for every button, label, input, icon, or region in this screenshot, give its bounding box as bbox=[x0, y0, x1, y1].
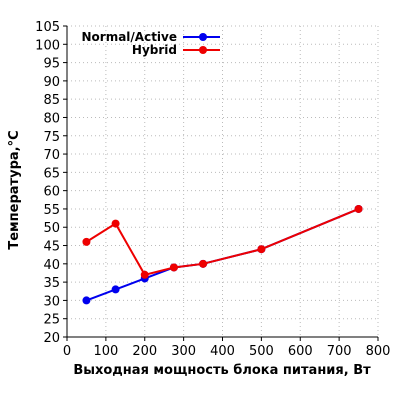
y-tick-label: 80 bbox=[43, 111, 60, 126]
y-tick-label: 35 bbox=[43, 276, 60, 291]
y-tick-label: 20 bbox=[43, 331, 60, 346]
legend-entry: Hybrid bbox=[132, 43, 220, 57]
legend-swatch-marker bbox=[199, 46, 207, 54]
x-axis-title: Выходная мощность блока питания, Вт bbox=[73, 363, 371, 378]
series bbox=[82, 204, 363, 305]
x-tick-label: 0 bbox=[63, 344, 71, 359]
tick-labels: 0 100 200 300 400 500 600 700 800 20 25 30 35 40 45 50 5… bbox=[35, 20, 390, 359]
y-tick-label: 75 bbox=[43, 130, 60, 145]
data-point bbox=[82, 237, 91, 246]
data-point bbox=[140, 270, 149, 279]
y-tick-label: 50 bbox=[43, 221, 60, 236]
x-tick-label: 500 bbox=[249, 344, 274, 359]
legend-swatch-marker bbox=[199, 33, 207, 41]
y-tick-label: 30 bbox=[43, 294, 60, 309]
y-tick-label: 25 bbox=[43, 313, 60, 328]
x-tick-label: 800 bbox=[366, 344, 391, 359]
data-point bbox=[111, 285, 120, 294]
y-tick-label: 85 bbox=[43, 93, 60, 108]
data-point bbox=[111, 219, 120, 228]
x-tick-label: 400 bbox=[210, 344, 235, 359]
legend-entry: Normal/Active bbox=[81, 30, 220, 44]
x-tick-label: 600 bbox=[288, 344, 313, 359]
x-tick-label: 200 bbox=[132, 344, 157, 359]
data-point bbox=[257, 245, 266, 254]
series-2 bbox=[82, 204, 363, 279]
y-tick-label: 60 bbox=[43, 185, 60, 200]
y-tick-label: 55 bbox=[43, 203, 60, 218]
y-tick-label: 45 bbox=[43, 240, 60, 255]
x-tick-label: 300 bbox=[171, 344, 196, 359]
data-point bbox=[82, 296, 91, 305]
data-point bbox=[199, 259, 208, 268]
y-tick-label: 95 bbox=[43, 57, 60, 72]
axes bbox=[63, 25, 379, 341]
y-axis-title: Температура,°C bbox=[7, 130, 22, 249]
y-tick-label: 40 bbox=[43, 258, 60, 273]
y-tick-label: 100 bbox=[35, 38, 60, 53]
legend-label: Normal/Active bbox=[81, 30, 177, 44]
legend-label: Hybrid bbox=[132, 43, 177, 57]
x-tick-label: 100 bbox=[93, 344, 118, 359]
y-tick-label: 65 bbox=[43, 166, 60, 181]
y-tick-label: 105 bbox=[35, 20, 60, 35]
y-tick-label: 70 bbox=[43, 148, 60, 163]
x-tick-label: 700 bbox=[327, 344, 352, 359]
y-tick-label: 90 bbox=[43, 75, 60, 90]
data-point bbox=[169, 263, 178, 272]
data-point bbox=[354, 204, 363, 213]
